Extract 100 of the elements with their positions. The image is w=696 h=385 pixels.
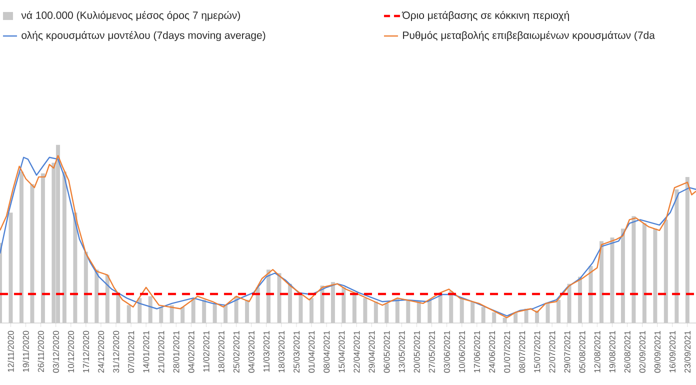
bar — [620, 228, 625, 323]
bar — [632, 216, 636, 323]
bar — [288, 284, 292, 323]
bar — [481, 306, 486, 323]
bar — [191, 298, 196, 323]
x-tick-label: 15/04/2021 — [338, 330, 345, 372]
bar — [374, 302, 378, 323]
x-tick-label: 14/01/2021 — [142, 330, 150, 372]
bar — [245, 300, 250, 323]
bar — [395, 298, 400, 323]
x-tick-label: 20/05/2021 — [414, 330, 420, 373]
bar — [342, 287, 346, 323]
bar — [546, 303, 550, 323]
bar — [40, 173, 45, 323]
x-tick-label: 25/02/2021 — [233, 330, 240, 373]
bar — [556, 300, 561, 323]
x-tick-label: 21/01/2021 — [158, 330, 164, 373]
bar — [330, 282, 335, 323]
bar — [685, 176, 690, 323]
bar — [148, 296, 152, 323]
bar — [642, 223, 646, 323]
bar — [298, 294, 303, 323]
x-tick-label: 29/07/2021 — [564, 330, 570, 373]
x-tick-label: 05/08/2021 — [579, 330, 586, 373]
legend-label: Ρυθμός μεταβολής επιβεβαιωμένων κρουσμάτων (7da — [403, 30, 655, 42]
x-tick-label: 11/03/2021 — [263, 330, 270, 372]
x-tick-label: 18/03/2021 — [278, 330, 285, 372]
bar — [105, 274, 110, 323]
bar — [84, 252, 88, 323]
x-tick-label: 19/08/2021 — [609, 330, 616, 372]
x-tick-label: 26/11/2020 — [38, 330, 44, 372]
bar — [159, 306, 164, 323]
bar — [73, 212, 78, 323]
x-tick-label: 28/01/2021 — [173, 330, 180, 373]
bar — [30, 184, 34, 323]
x-tick-label: 24/06/2021 — [488, 330, 496, 373]
x-tick-label: 01/07/2021 — [504, 330, 510, 373]
bar — [406, 300, 410, 323]
bar — [449, 290, 454, 323]
bar — [116, 292, 120, 323]
x-tick-label: 13/05/2021 — [398, 330, 405, 372]
x-tick-label: 17/12/2020 — [82, 330, 90, 372]
bar — [8, 212, 13, 323]
bar — [470, 302, 475, 323]
bar — [180, 306, 185, 323]
x-tick-label: 29/04/2021 — [368, 330, 375, 373]
bar — [277, 273, 282, 323]
bar — [664, 220, 668, 323]
x-tick-label: 11/02/2021 — [203, 330, 210, 372]
x-tick-label: 26/08/2021 — [624, 330, 630, 373]
x-tick-label: 09/09/2021 — [654, 330, 660, 373]
x-tick-label: 31/12/2020 — [112, 330, 120, 373]
bar — [588, 266, 593, 323]
x-tick-label: 03/06/2021 — [444, 330, 450, 373]
x-tick-label: 10/06/2021 — [458, 330, 465, 372]
x-tick-label: 01/04/2021 — [308, 330, 315, 373]
x-tick-label: 23/09/2021 — [684, 330, 691, 373]
x-tick-label: 22/04/2021 — [353, 330, 360, 373]
x-tick-label: 19/11/2020 — [22, 330, 29, 372]
bar — [674, 189, 679, 323]
x-tick-label: 04/02/2021 — [188, 330, 194, 373]
bar — [212, 303, 217, 323]
bar — [599, 241, 604, 323]
x-tick-label: 03/12/2020 — [52, 330, 59, 373]
x-tick-label: 12/08/2021 — [594, 330, 600, 372]
bar — [266, 270, 271, 323]
legend-label: νά 100.000 (Κυλιόμενος μέσος όρος 7 ημερών) — [21, 10, 240, 22]
x-tick-label: 04/03/2021 — [248, 330, 254, 373]
bar — [62, 172, 66, 323]
bar — [352, 292, 356, 323]
x-tick-label: 10/12/2020 — [68, 330, 74, 372]
bar — [19, 172, 24, 323]
bar — [126, 305, 131, 323]
x-tick-label: 16/09/2021 — [669, 330, 676, 372]
legend-label: Όριο μετάβασης σε κόκκινη περιοχή — [402, 10, 569, 22]
x-tick-label: 06/05/2021 — [384, 330, 390, 373]
x-tick-label: 17/06/2021 — [474, 330, 480, 372]
bar — [610, 238, 614, 323]
x-tick-label: 15/07/2021 — [534, 330, 540, 372]
bar — [138, 298, 142, 323]
bar — [224, 305, 228, 323]
x-tick-label: 24/12/2020 — [98, 330, 104, 373]
x-tick-label: 25/03/2021 — [293, 330, 300, 373]
bar — [567, 284, 572, 323]
x-tick-label: 12/11/2020 — [8, 330, 14, 372]
x-tick-label: 22/07/2021 — [548, 330, 556, 373]
bar — [492, 312, 496, 323]
bar — [653, 228, 658, 323]
bar — [428, 300, 432, 323]
bar — [309, 298, 314, 323]
bar — [460, 298, 464, 323]
bar — [170, 305, 174, 323]
x-tick-label: 08/04/2021 — [323, 330, 330, 373]
x-tick-label: 18/02/2021 — [218, 330, 224, 372]
bar — [202, 300, 206, 323]
bar — [384, 303, 389, 323]
x-tick-label: 08/07/2021 — [518, 330, 526, 373]
legend-label: ολής κρουσμάτων μοντέλου (7days moving average) — [22, 30, 266, 42]
x-tick-label: 02/09/2021 — [639, 330, 646, 373]
bar — [94, 270, 99, 323]
